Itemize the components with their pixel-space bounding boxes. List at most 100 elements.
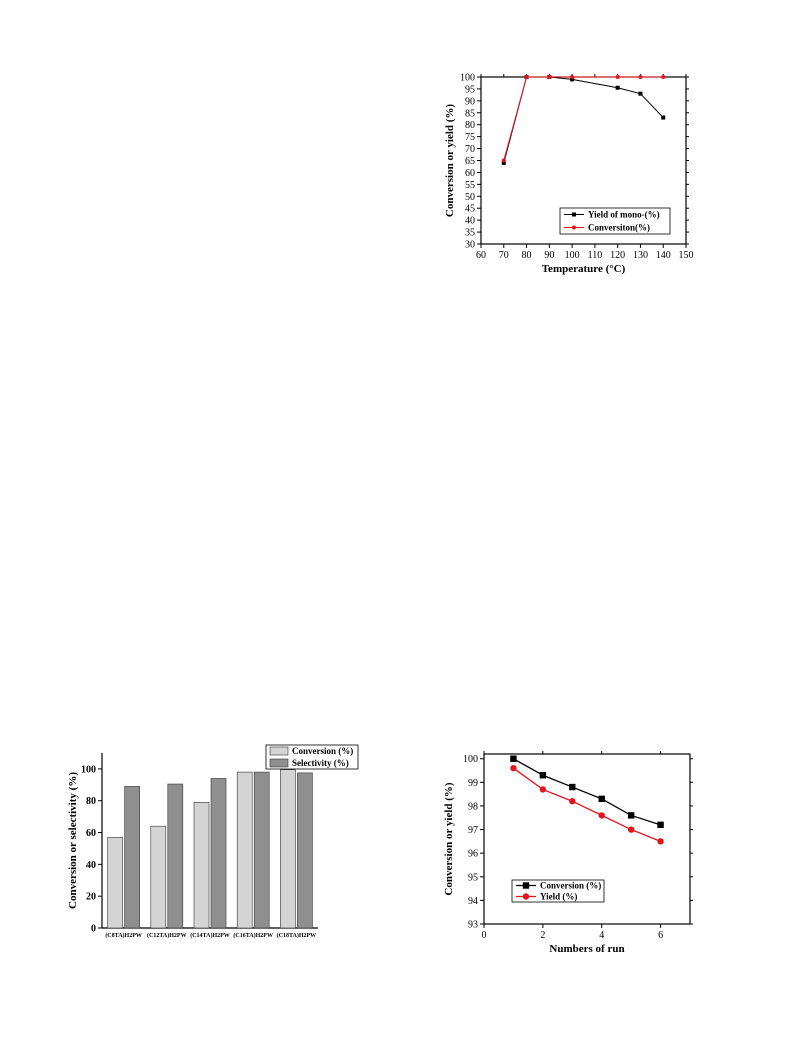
y-tick-label: 100: [81, 764, 96, 775]
x-tick-label: 100: [565, 250, 580, 261]
data-point: [598, 812, 605, 819]
series-line-0: [513, 758, 661, 826]
y-tick-label: 100: [460, 73, 475, 84]
legend-label: Conversion (%): [292, 746, 353, 756]
data-point: [539, 772, 547, 779]
y-tick-label: 60: [86, 828, 96, 839]
data-point: [510, 764, 517, 772]
y-tick-label: 70: [465, 144, 475, 155]
data-point: [627, 826, 635, 833]
x-tick-label: 90: [544, 250, 554, 261]
y-tick-label: 99: [468, 778, 478, 789]
bar: [124, 786, 140, 929]
y-tick-label: 80: [86, 796, 96, 807]
legend-marker: [522, 882, 530, 889]
x-tick-label: 4: [599, 930, 604, 941]
data-point: [569, 783, 576, 791]
bar: [236, 771, 253, 929]
legend-label: Yield of mono-(%): [588, 210, 660, 220]
y-tick-label: 80: [465, 120, 475, 131]
data-point: [638, 75, 643, 79]
bar: [167, 783, 184, 929]
legend-marker: [522, 893, 530, 900]
data-point: [661, 75, 666, 79]
data-point: [615, 75, 620, 79]
data-point: [539, 786, 547, 793]
legend-marker: [572, 212, 576, 217]
y-axis-label: Conversion or yield (%): [443, 782, 455, 895]
data-point: [569, 798, 576, 805]
x-tick-label: 140: [656, 250, 671, 261]
y-tick-label: 90: [465, 96, 475, 107]
category-label: (C12TA)H2PW: [147, 932, 187, 939]
y-axis-label: Conversion or selectivity (%): [67, 772, 79, 909]
reuse-plot: 0 2 4 6 93 94 95 96 97 98 99 100 Numbers of run Conve…: [443, 751, 693, 955]
x-tick-label: 60: [476, 250, 486, 261]
legend-swatch: [269, 746, 289, 756]
category-label: (C14TA)H2PW: [190, 932, 230, 939]
y-tick-label: 75: [465, 132, 475, 143]
x-tick-label: 2: [540, 930, 545, 941]
y-tick-label: 95: [468, 872, 478, 883]
y-tick-label: 94: [468, 896, 478, 907]
y-axis-label: Conversion or yield (%): [444, 104, 456, 217]
legend-swatch: [269, 758, 289, 768]
data-point: [570, 77, 575, 82]
x-tick-label: 110: [588, 250, 603, 261]
legend-box: [559, 207, 671, 235]
x-tick-label: 80: [522, 250, 532, 261]
bar: [150, 825, 167, 929]
y-tick-label: 35: [465, 228, 475, 239]
category-label: (C18TA)H2PW: [277, 932, 317, 939]
category-label: (C8TA)H2PW: [105, 932, 142, 939]
y-tick-label: 50: [465, 192, 475, 203]
y-tick-label: 97: [468, 825, 478, 836]
y-tick-label: 85: [465, 108, 475, 119]
data-point: [638, 91, 643, 96]
bar: [107, 837, 123, 929]
data-point: [657, 838, 664, 845]
legend-label: Yield (%): [540, 892, 577, 902]
x-tick-label: 70: [499, 250, 509, 261]
x-tick-label: 130: [633, 250, 648, 261]
data-point: [501, 158, 506, 163]
x-tick-label: 0: [482, 930, 487, 941]
legend-label: Selectivity (%): [292, 758, 349, 768]
x-tick-label: 150: [679, 250, 694, 261]
y-tick-label: 100: [463, 754, 478, 765]
y-tick-label: 30: [465, 240, 475, 251]
y-tick-label: 96: [468, 849, 478, 860]
bar: [280, 769, 296, 929]
data-point: [598, 795, 605, 803]
plot-frame: [483, 753, 691, 925]
y-tick-label: 45: [465, 204, 475, 215]
data-point: [627, 812, 635, 819]
bar: [210, 778, 227, 929]
data-point: [570, 75, 575, 79]
series-line-1: [513, 767, 661, 842]
x-axis-label: Temperature (°C): [542, 263, 626, 275]
legend: Conversion (%)Yield (%): [511, 879, 605, 903]
temp-plot: 60 70 80 90 100 110 120 130 140 15030354045505560…: [444, 73, 694, 276]
y-tick-label: 95: [465, 84, 475, 95]
data-point: [510, 755, 517, 762]
data-point: [524, 75, 529, 79]
legend-label: Conversion (%): [540, 881, 601, 891]
y-tick-label: 40: [86, 860, 96, 871]
bar: [297, 772, 313, 929]
y-tick-label: 98: [468, 801, 478, 812]
category-label: (C16TA)H2PW: [233, 932, 273, 939]
y-tick-label: 65: [465, 156, 475, 167]
y-tick-label: 93: [468, 920, 478, 931]
data-point: [661, 115, 666, 120]
y-tick-label: 0: [91, 924, 96, 935]
y-tick-label: 40: [465, 216, 475, 227]
x-axis-label: Numbers of run: [549, 943, 624, 955]
data-point: [615, 85, 620, 90]
y-tick-label: 20: [86, 892, 96, 903]
y-tick-label: 55: [465, 180, 475, 191]
data-point: [657, 821, 664, 829]
